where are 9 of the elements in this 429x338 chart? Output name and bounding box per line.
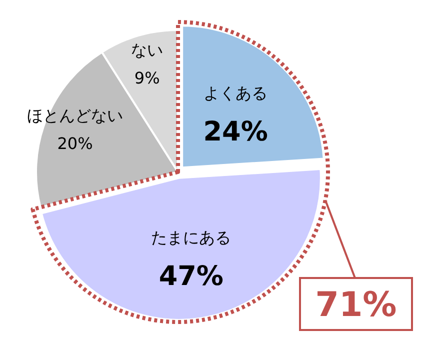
- slice-label: たまにある: [151, 228, 232, 248]
- data-label: 24%: [203, 116, 268, 148]
- slice-label: よくある: [204, 84, 268, 103]
- data-label: 9%: [134, 68, 160, 88]
- text: 71%: [315, 285, 397, 325]
- data-label: 47%: [158, 261, 224, 292]
- slice-label: ほとんどない: [27, 106, 124, 126]
- slice-label: ない: [131, 40, 164, 60]
- data-label: 20%: [57, 134, 93, 154]
